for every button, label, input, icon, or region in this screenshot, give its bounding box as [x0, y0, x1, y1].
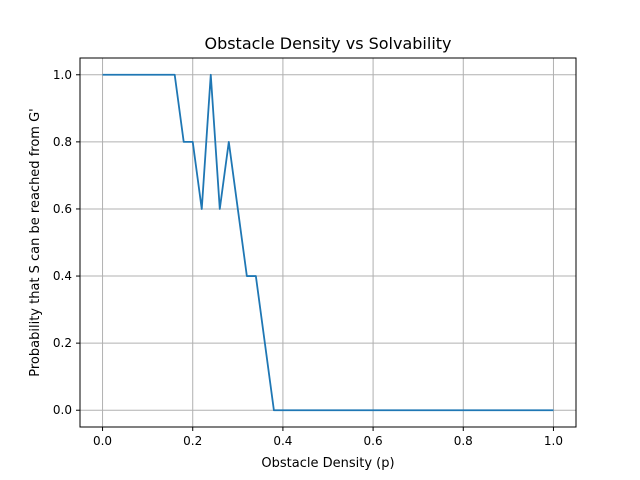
chart-title: Obstacle Density vs Solvability	[204, 34, 451, 53]
series-line-0	[102, 73, 554, 412]
grid	[80, 58, 576, 427]
y-tick-label: 1.0	[53, 68, 72, 82]
x-tick-label: 0.6	[364, 434, 383, 448]
x-tick-label: 0.8	[454, 434, 473, 448]
y-tick-label: 0.6	[53, 202, 72, 216]
y-tick-label: 0.4	[53, 269, 72, 283]
plot-frame	[79, 57, 577, 428]
x-axis-label: Obstacle Density (p)	[261, 456, 394, 471]
axis-ticks: 0.0 0.2 0.4 0.6 0.8 1.0 0.0 0.2 0.4 0.6 0.8 1.0	[53, 68, 563, 448]
series-layer	[102, 73, 554, 412]
y-tick-label: 0.8	[53, 135, 72, 149]
x-tick-label: 0.2	[183, 434, 202, 448]
y-axis-label: Probability that S can be reached from G…	[28, 108, 43, 376]
y-tick-label: 0.0	[53, 403, 72, 417]
x-tick-label: 0.0	[93, 434, 112, 448]
x-tick-label: 1.0	[544, 434, 563, 448]
x-tick-label: 0.4	[273, 434, 292, 448]
y-tick-label: 0.2	[53, 336, 72, 350]
